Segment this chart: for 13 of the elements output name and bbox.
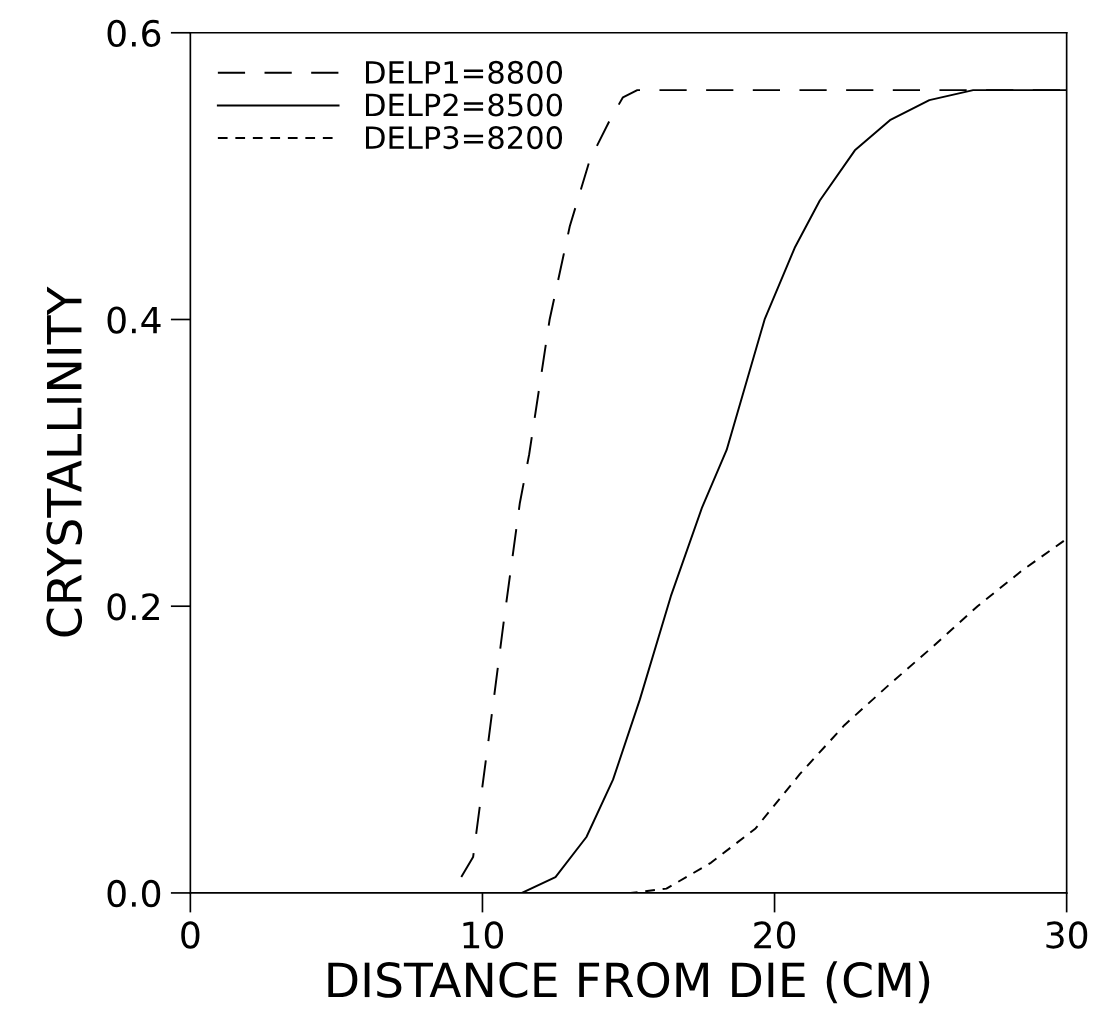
y-tick-label: 0.6 (107, 19, 161, 47)
x-tick-label: 10 (463, 921, 504, 949)
x-tick-label: 30 (1046, 921, 1088, 949)
x-tick-label: 0 (181, 921, 200, 949)
legend-label: DELP3=8200 (365, 126, 563, 150)
legend-label: DELP2=8500 (365, 93, 563, 117)
legend-label: DELP1=8800 (365, 60, 563, 84)
x-tick-label: 20 (754, 921, 796, 949)
y-axis-title: CRYSTALLINITY (46, 286, 83, 637)
y-tick-label: 0.0 (107, 879, 161, 908)
y-tick-label: 0.2 (107, 593, 159, 621)
y-tick-label: 0.4 (107, 306, 161, 334)
x-axis-title: DISTANCE FROM DIE (CM) (328, 961, 930, 1004)
